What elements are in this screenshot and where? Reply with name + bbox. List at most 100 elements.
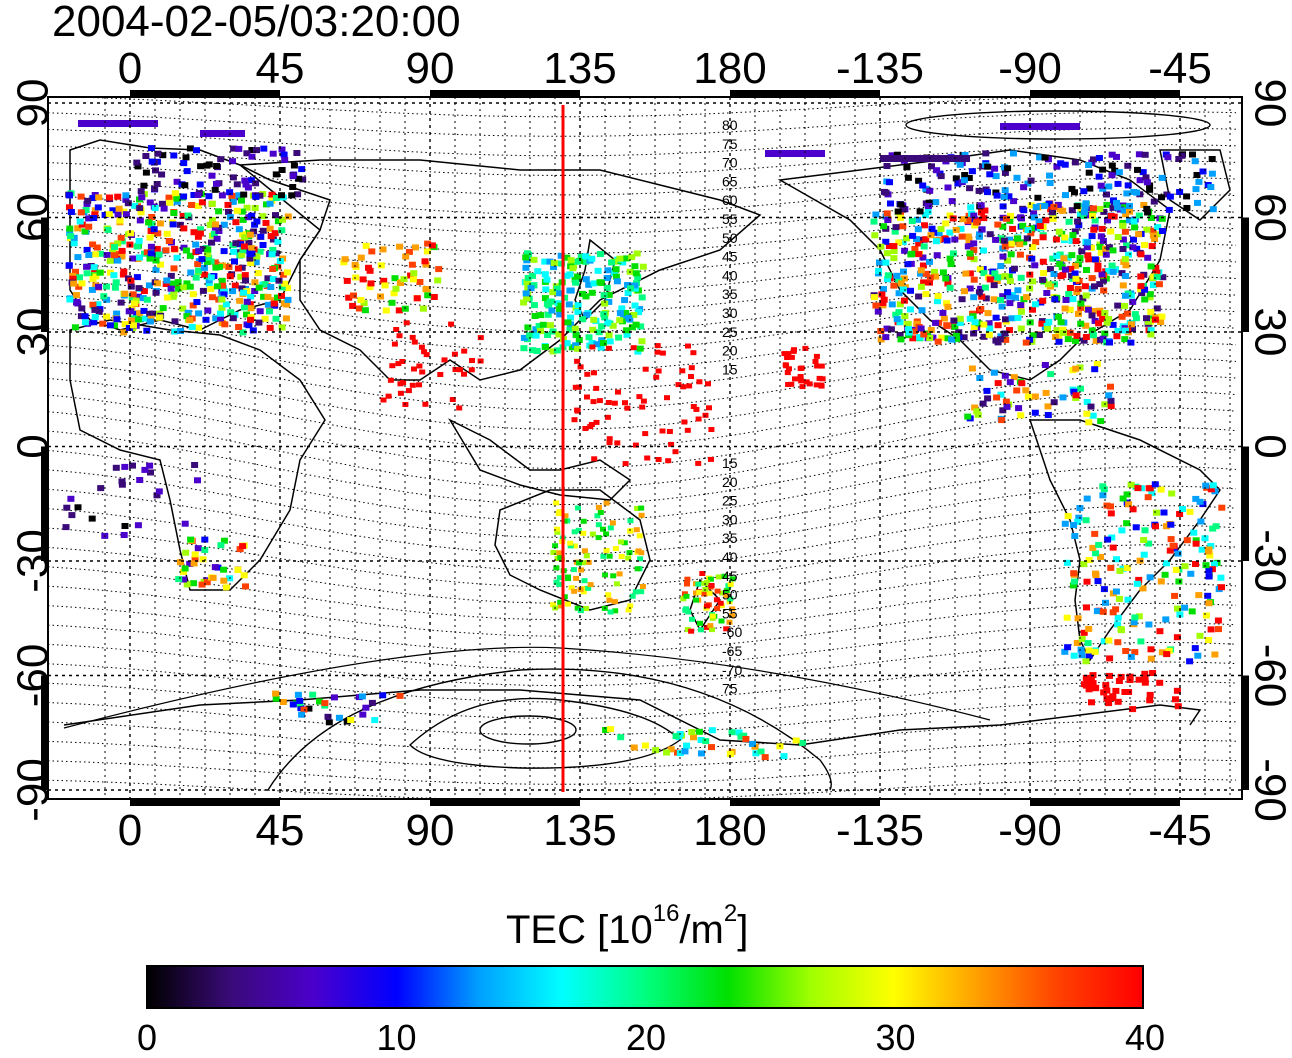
tec-cell (180, 225, 187, 231)
tec-cell (1065, 336, 1072, 342)
tec-cell (89, 287, 96, 293)
contour-line (48, 643, 1236, 686)
tec-cell (621, 297, 628, 303)
tec-cell (1187, 571, 1194, 577)
tec-cell (583, 276, 590, 282)
tec-cell (1123, 520, 1130, 526)
tec-cell (321, 700, 328, 706)
tec-cell (961, 177, 968, 183)
tec-cell (200, 288, 207, 294)
tec-cell (660, 429, 666, 434)
tec-cell (478, 335, 484, 340)
tec-cell (525, 275, 532, 281)
tec-cell (547, 322, 554, 328)
south-pole-contour (268, 669, 831, 790)
tec-cell (267, 284, 274, 290)
tec-cell (1131, 614, 1138, 620)
tec-cell (673, 733, 680, 739)
tec-cell (1083, 293, 1090, 299)
tec-colorbar (146, 965, 1144, 1009)
tec-cell (641, 399, 647, 404)
tec-cell (1014, 236, 1021, 242)
tec-cell (638, 506, 644, 511)
tec-cell (1032, 394, 1039, 400)
tec-cell (393, 286, 400, 292)
tec-cell (1158, 487, 1165, 493)
tec-cell (1142, 527, 1149, 533)
tec-cell (171, 246, 178, 252)
tec-cell (686, 383, 692, 388)
tec-cell (1159, 228, 1166, 234)
tec-cell (168, 286, 175, 292)
tec-cell (992, 237, 999, 243)
tec-cell (690, 350, 696, 355)
tec-cell (368, 280, 375, 286)
tec-cell (1218, 505, 1225, 511)
tec-cell (631, 745, 638, 751)
tec-cell (1085, 640, 1092, 646)
tec-cell (1001, 194, 1008, 200)
tec-cell (227, 309, 234, 315)
tec-cell (606, 346, 612, 351)
tec-cell (693, 598, 699, 603)
tec-cell (635, 566, 641, 571)
tec-cell (183, 248, 190, 254)
tec-cell (125, 200, 132, 206)
tec-cell (625, 315, 632, 321)
tec-cell (534, 348, 541, 354)
tec-cell (580, 531, 586, 536)
tec-cell (136, 238, 143, 244)
tec-cell (964, 414, 971, 420)
tec-cell (326, 719, 333, 725)
tec-cell (1115, 615, 1122, 621)
tec-cell (799, 366, 805, 371)
tec-cell (606, 400, 612, 405)
tec-cell (1116, 596, 1123, 602)
tec-cell (1189, 608, 1196, 614)
tec-cell (1156, 680, 1163, 686)
tec-cell (386, 394, 392, 399)
tec-cell (1091, 531, 1098, 537)
tec-cell (383, 308, 390, 314)
tec-cell (106, 195, 113, 201)
tec-cell (584, 553, 590, 558)
tec-cell (419, 345, 425, 350)
tec-cell (1039, 298, 1046, 304)
tec-cell (420, 306, 427, 312)
tec-cell (194, 192, 201, 198)
tec-cell (894, 316, 901, 322)
tec-cell (572, 326, 579, 332)
tec-cell (123, 211, 130, 217)
tec-cell (608, 610, 614, 615)
contour-label: 40 (722, 549, 738, 565)
tec-cell (871, 232, 878, 238)
tec-cell (1050, 216, 1057, 222)
tec-cell (68, 209, 75, 215)
tec-cell (416, 279, 423, 285)
tec-cell (684, 577, 690, 582)
tec-cell (709, 583, 715, 588)
tec-cell (182, 550, 189, 556)
tec-cell (180, 160, 187, 166)
tec-cell (978, 202, 985, 208)
tec-cell (572, 280, 579, 286)
tec-cell (578, 608, 584, 613)
tec-cell (252, 180, 259, 186)
tec-cell (1075, 311, 1082, 317)
tec-cell (187, 537, 194, 543)
tec-cell (397, 693, 404, 699)
tec-cell (217, 156, 224, 162)
tec-cell (1031, 262, 1038, 268)
tec-cell (655, 343, 661, 348)
tec-cell (565, 602, 571, 607)
tec-cell (708, 457, 714, 462)
tec-cell (665, 458, 671, 463)
tec-cell (1193, 541, 1200, 547)
tec-cell (122, 192, 129, 198)
tec-cell (1072, 159, 1079, 165)
tec-cell (1175, 579, 1182, 585)
tec-cell (352, 275, 359, 281)
tec-cell (1148, 263, 1155, 269)
